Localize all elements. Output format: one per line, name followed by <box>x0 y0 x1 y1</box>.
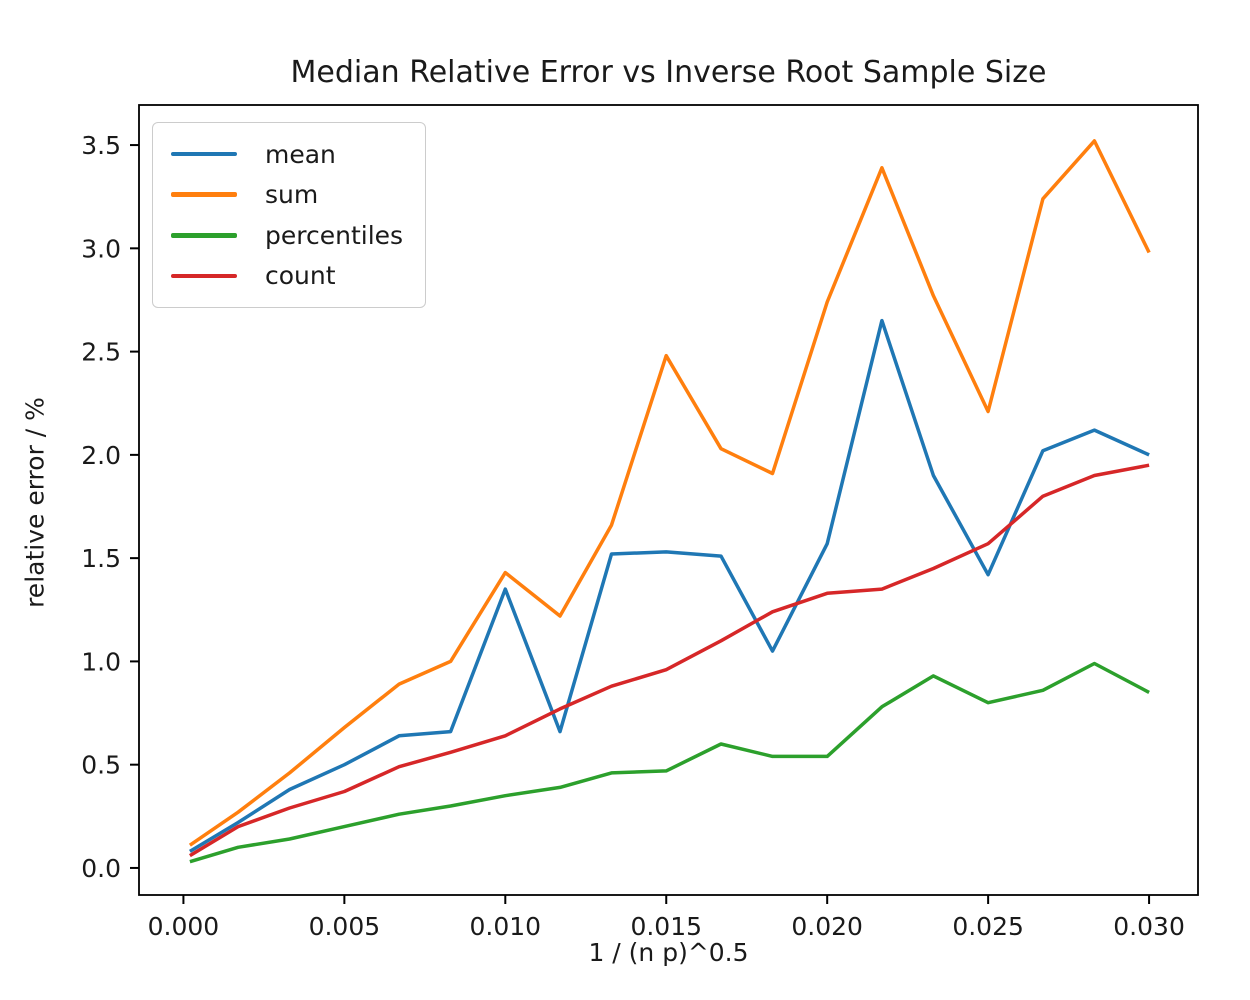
chart-title: Median Relative Error vs Inverse Root Sa… <box>290 55 1047 90</box>
x-tick-label: 0.015 <box>630 912 702 941</box>
y-tick-label: 0.0 <box>81 854 121 883</box>
legend-item-sum: sum <box>171 178 407 212</box>
series-line-sum <box>188 139 1151 847</box>
legend: mean sum percentiles count <box>152 122 426 308</box>
legend-item-count: count <box>171 259 407 293</box>
plot-border <box>138 104 1199 896</box>
y-tick-label: 1.0 <box>81 647 121 676</box>
x-tick-label: 0.010 <box>470 912 542 941</box>
y-tick-label: 0.5 <box>81 751 121 780</box>
legend-label: count <box>265 261 336 291</box>
legend-item-percentiles: percentiles <box>171 218 407 252</box>
series-line-mean <box>189 318 1150 853</box>
series-line-count <box>188 463 1150 858</box>
x-tick-label: 0.025 <box>952 912 1024 941</box>
legend-swatch-sum <box>171 192 237 197</box>
y-axis-label: relative error / % <box>20 397 50 608</box>
y-tick-label: 2.0 <box>81 441 121 470</box>
x-tick-label: 0.005 <box>309 912 381 941</box>
series-line-percentiles <box>189 661 1150 864</box>
legend-swatch-percentiles <box>171 233 237 238</box>
legend-label: mean <box>265 139 336 169</box>
legend-label: sum <box>265 180 319 210</box>
legend-item-mean: mean <box>171 137 407 171</box>
x-tick-label: 0.020 <box>791 912 863 941</box>
y-tick-label: 3.0 <box>81 234 121 263</box>
legend-label: percentiles <box>265 220 404 250</box>
y-tick-label: 2.5 <box>81 338 121 367</box>
x-tick-label: 0.030 <box>1113 912 1185 941</box>
x-axis-label: 1 / (n p)^0.5 <box>588 938 749 967</box>
y-tick-label: 1.5 <box>81 544 121 573</box>
x-tick-label: 0.000 <box>148 912 220 941</box>
legend-swatch-mean <box>171 151 237 157</box>
y-tick-label: 3.5 <box>81 131 121 160</box>
legend-swatch-count <box>171 273 237 279</box>
